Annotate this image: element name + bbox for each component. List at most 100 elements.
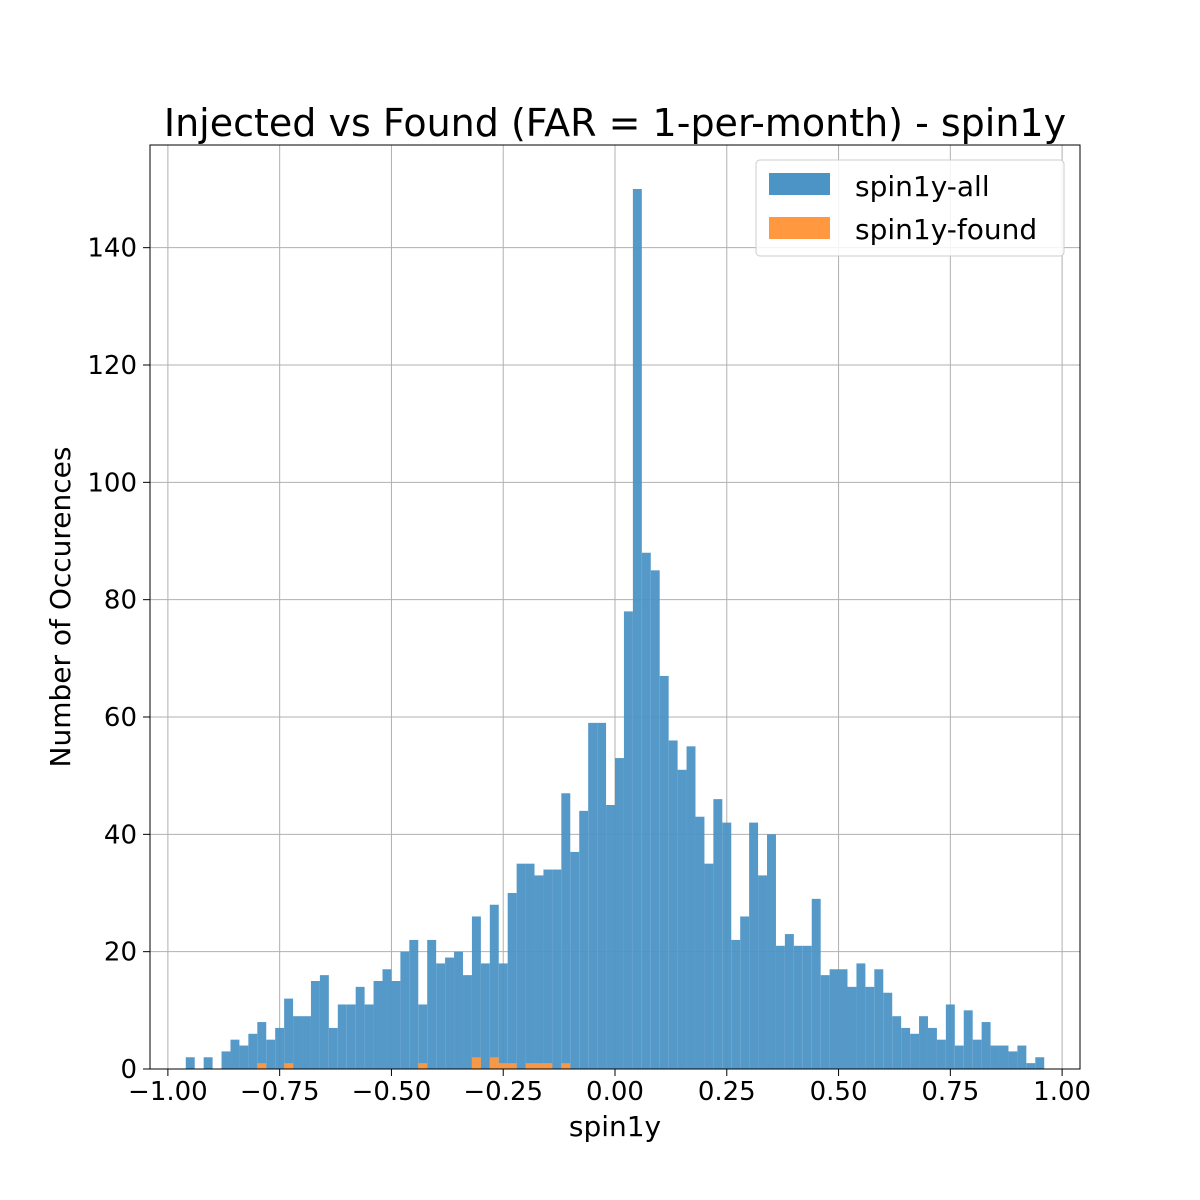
histogram-bar-all (713, 799, 723, 1069)
histogram-bar-all (731, 939, 741, 1069)
legend-label-found: spin1y-found (855, 213, 1037, 246)
histogram-bar-found (543, 1063, 553, 1069)
histogram-bar-all (445, 957, 455, 1069)
histogram-bar-all (498, 963, 508, 1069)
y-tick-label: 80 (104, 586, 137, 616)
histogram-bar-all (284, 998, 294, 1069)
histogram-bar-all (1017, 1045, 1027, 1069)
histogram-bar-all (543, 869, 553, 1069)
legend-swatch-found (769, 217, 830, 239)
legend-label-all: spin1y-all (855, 170, 990, 203)
y-axis-label: Number of Occurences (44, 447, 77, 768)
histogram-bar-all (793, 945, 803, 1069)
x-axis-label: spin1y (569, 1110, 661, 1143)
legend-box (755, 159, 1065, 257)
histogram-bar-all (185, 1057, 195, 1069)
histogram-bar-found (471, 1057, 481, 1069)
x-tick-label: 1.00 (1033, 1077, 1091, 1107)
histogram-bar-all (641, 552, 651, 1069)
histogram-bar-all (221, 1051, 231, 1069)
histogram-bar-all (650, 570, 660, 1069)
histogram-bar-all (981, 1022, 991, 1069)
histogram-bar-all (811, 898, 821, 1069)
histogram-bar-all (990, 1045, 1000, 1069)
histogram-bar-all (507, 893, 517, 1069)
histogram-bar-all (275, 1027, 285, 1069)
histogram-bar-all (1008, 1051, 1018, 1069)
histogram-bar-all (892, 1016, 902, 1069)
histogram-bar-all (310, 981, 320, 1069)
histogram-bar-all (919, 1016, 928, 1069)
histogram-bar-all (910, 1033, 920, 1069)
histogram-bar-all (525, 863, 535, 1069)
histogram-bar-all (668, 740, 678, 1069)
histogram-bar-all (337, 1004, 347, 1069)
histogram-bar-all (972, 1039, 982, 1069)
histogram-bar-found (257, 1063, 267, 1069)
histogram-bar-all (588, 722, 598, 1069)
histogram-bar-all (266, 1039, 276, 1069)
histogram-bar-all (391, 981, 401, 1069)
x-tick-label: 0.25 (698, 1077, 756, 1107)
x-tick-label: −0.50 (352, 1077, 432, 1107)
histogram-bar-all (632, 189, 642, 1069)
histogram-bar-all (749, 822, 759, 1069)
histogram-bar-all (319, 975, 329, 1069)
histogram-bar-all (901, 1027, 911, 1069)
histogram-bar-found (507, 1063, 517, 1069)
histogram-bar-all (954, 1045, 964, 1069)
x-tick-label: −0.75 (240, 1077, 320, 1107)
histogram-bar-all (373, 981, 383, 1069)
histogram-bar-all (758, 875, 768, 1069)
y-tick-label: 140 (87, 234, 137, 264)
histogram-bar-found (534, 1063, 544, 1069)
histogram-bar-all (570, 851, 580, 1069)
y-tick-label: 60 (104, 703, 137, 733)
histogram-bar-all (883, 992, 893, 1069)
y-tick-label: 40 (104, 820, 137, 850)
histogram-bar-all (686, 746, 696, 1069)
histogram-bar-all (489, 904, 499, 1069)
histogram-bar-all (302, 1016, 311, 1069)
histogram-bar-all (722, 822, 732, 1069)
histogram-bar-all (516, 863, 526, 1069)
histogram-bar-found (498, 1063, 508, 1069)
histogram-bar-all (936, 1039, 946, 1069)
histogram-bar-all (454, 951, 463, 1069)
histogram-bar-all (579, 810, 589, 1069)
histogram-bar-all (784, 934, 794, 1069)
histogram-bar-all (400, 951, 410, 1069)
series-all-bars (185, 189, 1045, 1069)
x-tick-label: −1.00 (128, 1077, 208, 1107)
x-tick-label: 0.00 (586, 1077, 644, 1107)
histogram-bar-all (293, 1016, 303, 1069)
histogram-bar-all (838, 969, 848, 1069)
histogram-bar-all (328, 1027, 338, 1069)
y-tick-label: 20 (104, 938, 137, 968)
histogram-bar-all (820, 975, 830, 1069)
legend-swatch-all (769, 173, 830, 195)
histogram-bar-all (534, 875, 544, 1069)
x-tick-label: −0.25 (463, 1077, 543, 1107)
x-tick-label: 0.50 (810, 1077, 868, 1107)
histogram-bar-all (829, 969, 839, 1069)
y-axis-ticks: 0 20 40 60 80 100 120 140 (87, 234, 150, 1085)
histogram-bar-all (346, 1004, 356, 1069)
histogram-bar-all (945, 1004, 955, 1069)
histogram-bar-found (284, 1063, 294, 1069)
series-found-bars (257, 1057, 571, 1069)
histogram-bar-all (856, 963, 866, 1069)
histogram-bar-found (525, 1063, 535, 1069)
histogram-bar-all (203, 1057, 213, 1069)
histogram-bar-all (847, 986, 857, 1069)
histogram-bar-all (874, 969, 884, 1069)
y-tick-label: 120 (87, 351, 137, 381)
histogram-bar-all (418, 1004, 428, 1069)
histogram-bar-all (480, 963, 490, 1069)
histogram-bar-all (1026, 1063, 1036, 1069)
histogram-bar-all (248, 1033, 258, 1069)
histogram-bar-all (606, 805, 615, 1069)
histogram-bar-all (999, 1045, 1009, 1069)
histogram-bar-all (462, 975, 472, 1069)
